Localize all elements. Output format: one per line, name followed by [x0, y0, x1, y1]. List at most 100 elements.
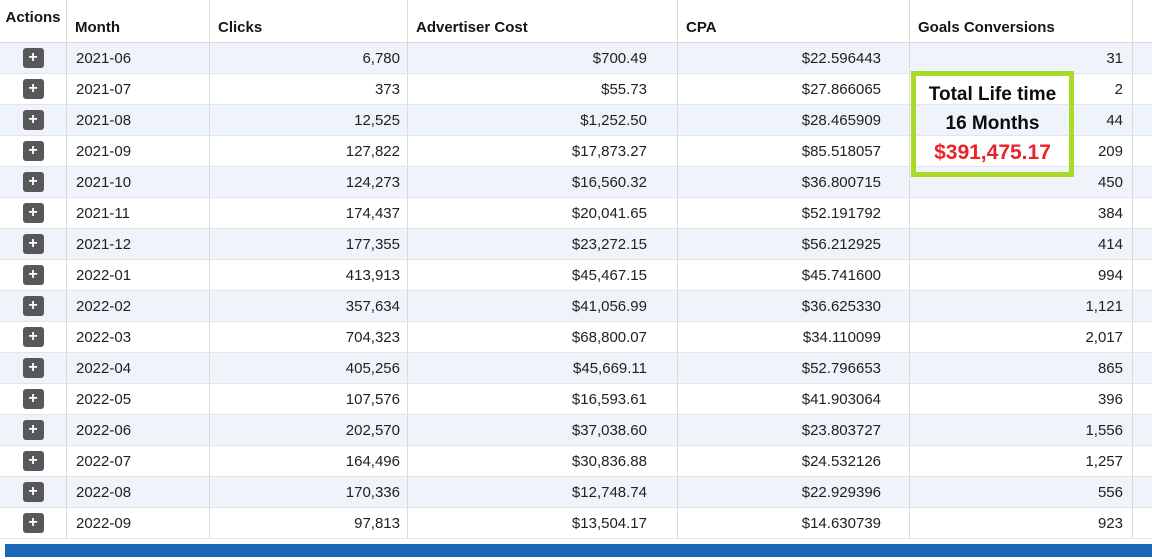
clicks-cell: 373 — [210, 74, 408, 104]
row-spacer — [1133, 384, 1152, 414]
cpa-cell: $14.630739 — [678, 508, 910, 538]
total-lifetime-annotation: Total Life time 16 Months $391,475.17 — [911, 71, 1074, 177]
clicks-cell: 97,813 — [210, 508, 408, 538]
month-cell: 2021-12 — [67, 229, 210, 259]
expand-row-button[interactable]: + — [22, 482, 44, 502]
advertiser-cost-cell: $16,560.32 — [408, 167, 678, 197]
table-row: + 2021-08 12,525 $1,252.50 $28.465909 44 — [0, 105, 1152, 136]
expand-row-button[interactable]: + — [22, 327, 44, 347]
clicks-cell: 413,913 — [210, 260, 408, 290]
expand-row-button[interactable]: + — [22, 513, 44, 533]
month-cell: 2022-02 — [67, 291, 210, 321]
actions-cell: + — [0, 229, 67, 259]
horizontal-scrollbar-track[interactable] — [0, 539, 1152, 559]
clicks-cell: 357,634 — [210, 291, 408, 321]
plus-icon: + — [28, 390, 38, 407]
cpa-cell: $52.796653 — [678, 353, 910, 383]
expand-row-button[interactable]: + — [22, 48, 44, 68]
table-row: + 2022-06 202,570 $37,038.60 $23.803727 … — [0, 415, 1152, 446]
expand-row-button[interactable]: + — [22, 79, 44, 99]
actions-cell: + — [0, 260, 67, 290]
row-spacer — [1133, 291, 1152, 321]
plus-icon: + — [28, 49, 38, 66]
month-cell: 2022-08 — [67, 477, 210, 507]
expand-row-button[interactable]: + — [22, 141, 44, 161]
column-header-month: Month — [67, 0, 210, 43]
row-spacer — [1133, 477, 1152, 507]
plus-icon: + — [28, 80, 38, 97]
actions-cell: + — [0, 322, 67, 352]
advertiser-cost-cell: $12,748.74 — [408, 477, 678, 507]
advertiser-cost-cell: $68,800.07 — [408, 322, 678, 352]
table-row: + 2022-05 107,576 $16,593.61 $41.903064 … — [0, 384, 1152, 415]
plus-icon: + — [28, 297, 38, 314]
actions-cell: + — [0, 105, 67, 135]
cpa-cell: $36.800715 — [678, 167, 910, 197]
actions-cell: + — [0, 477, 67, 507]
column-header-clicks: Clicks — [210, 0, 408, 43]
month-cell: 2021-08 — [67, 105, 210, 135]
cpa-cell: $22.596443 — [678, 43, 910, 73]
expand-row-button[interactable]: + — [22, 110, 44, 130]
table-body: + 2021-06 6,780 $700.49 $22.596443 31 + … — [0, 43, 1152, 539]
goals-conversions-cell: 450 — [910, 167, 1133, 197]
table-row: + 2021-07 373 $55.73 $27.866065 2 — [0, 74, 1152, 105]
cpa-cell: $56.212925 — [678, 229, 910, 259]
actions-cell: + — [0, 74, 67, 104]
clicks-cell: 177,355 — [210, 229, 408, 259]
actions-cell: + — [0, 136, 67, 166]
month-cell: 2021-09 — [67, 136, 210, 166]
plus-icon: + — [28, 359, 38, 376]
table-row: + 2022-03 704,323 $68,800.07 $34.110099 … — [0, 322, 1152, 353]
advertiser-cost-cell: $45,669.11 — [408, 353, 678, 383]
clicks-cell: 127,822 — [210, 136, 408, 166]
month-cell: 2022-04 — [67, 353, 210, 383]
goals-conversions-cell: 556 — [910, 477, 1133, 507]
advertiser-cost-cell: $41,056.99 — [408, 291, 678, 321]
expand-row-button[interactable]: + — [22, 296, 44, 316]
table-row: + 2022-01 413,913 $45,467.15 $45.741600 … — [0, 260, 1152, 291]
month-cell: 2022-06 — [67, 415, 210, 445]
goals-conversions-cell: 865 — [910, 353, 1133, 383]
advertiser-cost-cell: $23,272.15 — [408, 229, 678, 259]
expand-row-button[interactable]: + — [22, 172, 44, 192]
cpa-cell: $41.903064 — [678, 384, 910, 414]
clicks-cell: 202,570 — [210, 415, 408, 445]
actions-cell: + — [0, 415, 67, 445]
expand-row-button[interactable]: + — [22, 451, 44, 471]
horizontal-scrollbar-thumb[interactable] — [5, 544, 1152, 557]
plus-icon: + — [28, 204, 38, 221]
clicks-cell: 12,525 — [210, 105, 408, 135]
table-row: + 2021-11 174,437 $20,041.65 $52.191792 … — [0, 198, 1152, 229]
expand-row-button[interactable]: + — [22, 389, 44, 409]
advertiser-cost-cell: $1,252.50 — [408, 105, 678, 135]
goals-conversions-cell: 1,121 — [910, 291, 1133, 321]
actions-cell: + — [0, 384, 67, 414]
actions-cell: + — [0, 291, 67, 321]
expand-row-button[interactable]: + — [22, 358, 44, 378]
goals-conversions-cell: 44 — [910, 105, 1133, 135]
month-cell: 2021-07 — [67, 74, 210, 104]
row-spacer — [1133, 508, 1152, 538]
row-spacer — [1133, 74, 1152, 104]
cpa-cell: $22.929396 — [678, 477, 910, 507]
plus-icon: + — [28, 235, 38, 252]
expand-row-button[interactable]: + — [22, 203, 44, 223]
actions-cell: + — [0, 43, 67, 73]
expand-row-button[interactable]: + — [22, 265, 44, 285]
plus-icon: + — [28, 452, 38, 469]
row-spacer — [1133, 229, 1152, 259]
row-spacer — [1133, 136, 1152, 166]
plus-icon: + — [28, 483, 38, 500]
advertiser-cost-cell: $17,873.27 — [408, 136, 678, 166]
goals-conversions-cell: 209 — [910, 136, 1133, 166]
expand-row-button[interactable]: + — [22, 234, 44, 254]
plus-icon: + — [28, 111, 38, 128]
table-header-row: Actions Month Clicks Advertiser Cost CPA… — [0, 0, 1152, 43]
annotation-title: Total Life time — [928, 84, 1057, 106]
expand-row-button[interactable]: + — [22, 420, 44, 440]
row-spacer — [1133, 415, 1152, 445]
month-cell: 2022-03 — [67, 322, 210, 352]
month-cell: 2021-10 — [67, 167, 210, 197]
actions-cell: + — [0, 198, 67, 228]
